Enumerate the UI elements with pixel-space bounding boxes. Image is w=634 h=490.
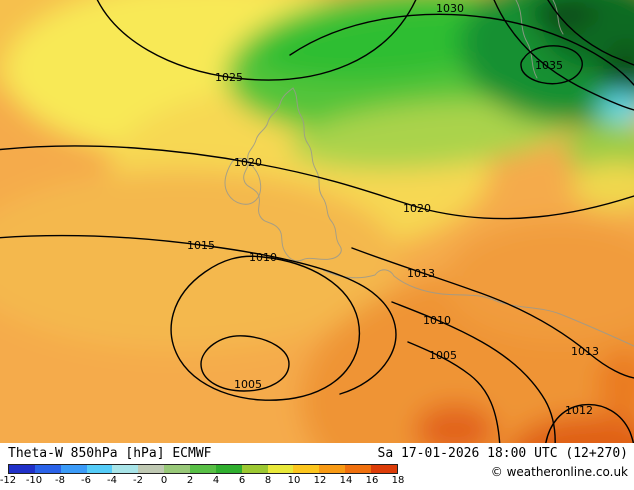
legend-color-segment xyxy=(319,465,346,473)
isobar-label: 1013 xyxy=(407,267,435,280)
map-footer: Theta-W 850hPa [hPa] ECMWF Sa 17-01-2026… xyxy=(0,443,634,490)
legend-tick-label: 18 xyxy=(391,475,405,486)
isobar-topright-2 xyxy=(547,0,634,66)
isobar-label: 1020 xyxy=(234,156,262,169)
theta-w-color-field xyxy=(0,0,634,443)
isobar-1010-low xyxy=(170,255,361,401)
isobar-label: 1013 xyxy=(571,345,599,358)
isobar-label: 1010 xyxy=(423,314,451,327)
isobar-label: 1025 xyxy=(215,71,243,84)
legend-color-segment xyxy=(371,465,397,473)
legend-tick-label: 14 xyxy=(339,475,353,486)
legend-color-segment xyxy=(215,465,242,473)
legend-tick-label: 12 xyxy=(313,475,327,486)
copyright-text: © weatheronline.co.uk xyxy=(490,465,628,479)
isobar-label: 1005 xyxy=(234,378,262,391)
legend-tick-label: -2 xyxy=(133,475,143,486)
isobar-label: 1010 xyxy=(249,251,277,264)
legend-tick-label: 2 xyxy=(186,475,194,486)
map-title: Theta-W 850hPa [hPa] ECMWF xyxy=(8,446,212,461)
isobar-label: 1035 xyxy=(535,59,563,72)
isobar-1013-east xyxy=(351,247,634,379)
isobar-label: 1030 xyxy=(436,2,464,15)
isobar-1030 xyxy=(289,13,634,86)
map-area: 1030 1035 1025 1020 1020 1015 1010 1013 1010 1005… xyxy=(0,0,634,443)
legend-color-segment xyxy=(60,465,87,473)
forecast-datetime: Sa 17-01-2026 18:00 UTC (12+270) xyxy=(377,446,628,461)
legend-tick-label: -10 xyxy=(25,475,43,486)
legend-tick-label: 8 xyxy=(264,475,272,486)
legend-color-segment xyxy=(9,465,35,473)
isobar-1010-east xyxy=(391,301,556,443)
coastline-france xyxy=(322,269,634,347)
legend-color-segment xyxy=(112,465,139,473)
isobar-label: 1005 xyxy=(429,349,457,362)
isobar-labels: 1030 1035 1025 1020 1020 1015 1010 1013 1010 1005… xyxy=(187,2,599,417)
legend-color-segment xyxy=(34,465,61,473)
legend-tick-label: -4 xyxy=(107,475,117,486)
legend-color-segment xyxy=(267,465,294,473)
coastline-norway-2 xyxy=(552,0,564,35)
legend-tick-label: -12 xyxy=(0,475,17,486)
legend-tick-label: 4 xyxy=(212,475,220,486)
isobar-1035-high xyxy=(520,45,583,85)
isobar-1025 xyxy=(96,0,417,81)
legend-color-segment xyxy=(164,465,191,473)
legend-tick-label: 0 xyxy=(160,475,168,486)
legend-tick-label: 6 xyxy=(238,475,246,486)
isobar-label: 1020 xyxy=(403,202,431,215)
legend-tick-label: 10 xyxy=(287,475,301,486)
legend-tick-label: -6 xyxy=(81,475,91,486)
legend-color-segment xyxy=(241,465,268,473)
legend-color-segment xyxy=(190,465,216,473)
legend-color-segment xyxy=(138,465,165,473)
legend-bar xyxy=(8,464,398,474)
coastline-norway xyxy=(515,0,538,79)
isobar-label: 1015 xyxy=(187,239,215,252)
legend-tick-label: 16 xyxy=(365,475,379,486)
isobar-contours xyxy=(0,0,634,443)
legend-color-segment xyxy=(86,465,113,473)
isobar-1015 xyxy=(0,234,397,395)
coastlines xyxy=(224,0,634,347)
legend-color-segment xyxy=(293,465,320,473)
isobar-1012-southeast xyxy=(545,403,634,443)
weather-map: 1030 1035 1025 1020 1020 1015 1010 1013 1010 1005… xyxy=(0,0,634,443)
legend-color-segment xyxy=(345,465,372,473)
coastline-britain xyxy=(243,87,342,262)
isobar-1005-east xyxy=(407,341,501,443)
isobar-1020 xyxy=(0,145,634,220)
isobar-label: 1012 xyxy=(565,404,593,417)
legend-ticks: -12 -10 -8 -6 -4 -2 0 2 4 6 8 10 12 14 16 18 xyxy=(0,475,418,488)
isobar-1005-low xyxy=(200,335,290,392)
legend-tick-label: -8 xyxy=(55,475,65,486)
